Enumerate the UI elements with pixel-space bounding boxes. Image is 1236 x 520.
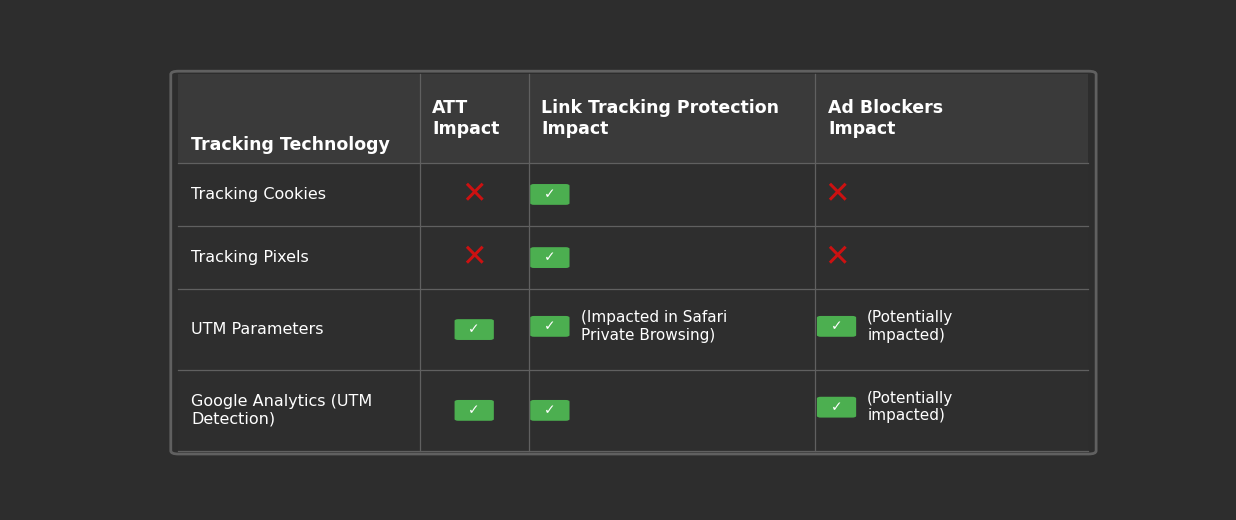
Text: ATT
Impact: ATT Impact [433,99,499,138]
Text: Ad Blockers
Impact: Ad Blockers Impact [828,99,943,138]
FancyBboxPatch shape [455,400,494,421]
Bar [178,370,1089,451]
Text: ✓: ✓ [544,187,556,201]
FancyBboxPatch shape [455,319,494,340]
Text: Tracking Technology: Tracking Technology [190,136,389,154]
Text: ✕: ✕ [461,243,487,272]
Text: ✓: ✓ [831,400,843,414]
FancyBboxPatch shape [171,71,1096,454]
Text: (Potentially
impacted): (Potentially impacted) [868,391,953,423]
FancyBboxPatch shape [530,400,570,421]
FancyBboxPatch shape [817,316,857,337]
FancyBboxPatch shape [817,397,857,418]
Text: (Potentially
impacted): (Potentially impacted) [868,310,953,343]
Text: Google Analytics (UTM
Detection): Google Analytics (UTM Detection) [190,394,372,426]
Text: (Impacted in Safari
Private Browsing): (Impacted in Safari Private Browsing) [581,310,727,343]
Text: Tracking Cookies: Tracking Cookies [190,187,326,202]
Bar [178,226,1089,289]
Text: ✓: ✓ [544,404,556,418]
FancyBboxPatch shape [530,316,570,337]
Text: ✓: ✓ [468,404,480,418]
Text: UTM Parameters: UTM Parameters [190,322,324,337]
Text: Link Tracking Protection
Impact: Link Tracking Protection Impact [541,99,779,138]
Text: ✓: ✓ [468,322,480,336]
Bar [178,163,1089,226]
Text: ✓: ✓ [544,251,556,265]
Text: ✓: ✓ [544,319,556,333]
Text: ✓: ✓ [831,319,843,333]
Text: ✕: ✕ [461,180,487,209]
Bar [178,289,1089,370]
FancyBboxPatch shape [530,247,570,268]
Text: ✕: ✕ [823,243,849,272]
Text: ✕: ✕ [823,180,849,209]
Bar [178,74,1089,163]
FancyBboxPatch shape [530,184,570,205]
Text: Tracking Pixels: Tracking Pixels [190,250,309,265]
